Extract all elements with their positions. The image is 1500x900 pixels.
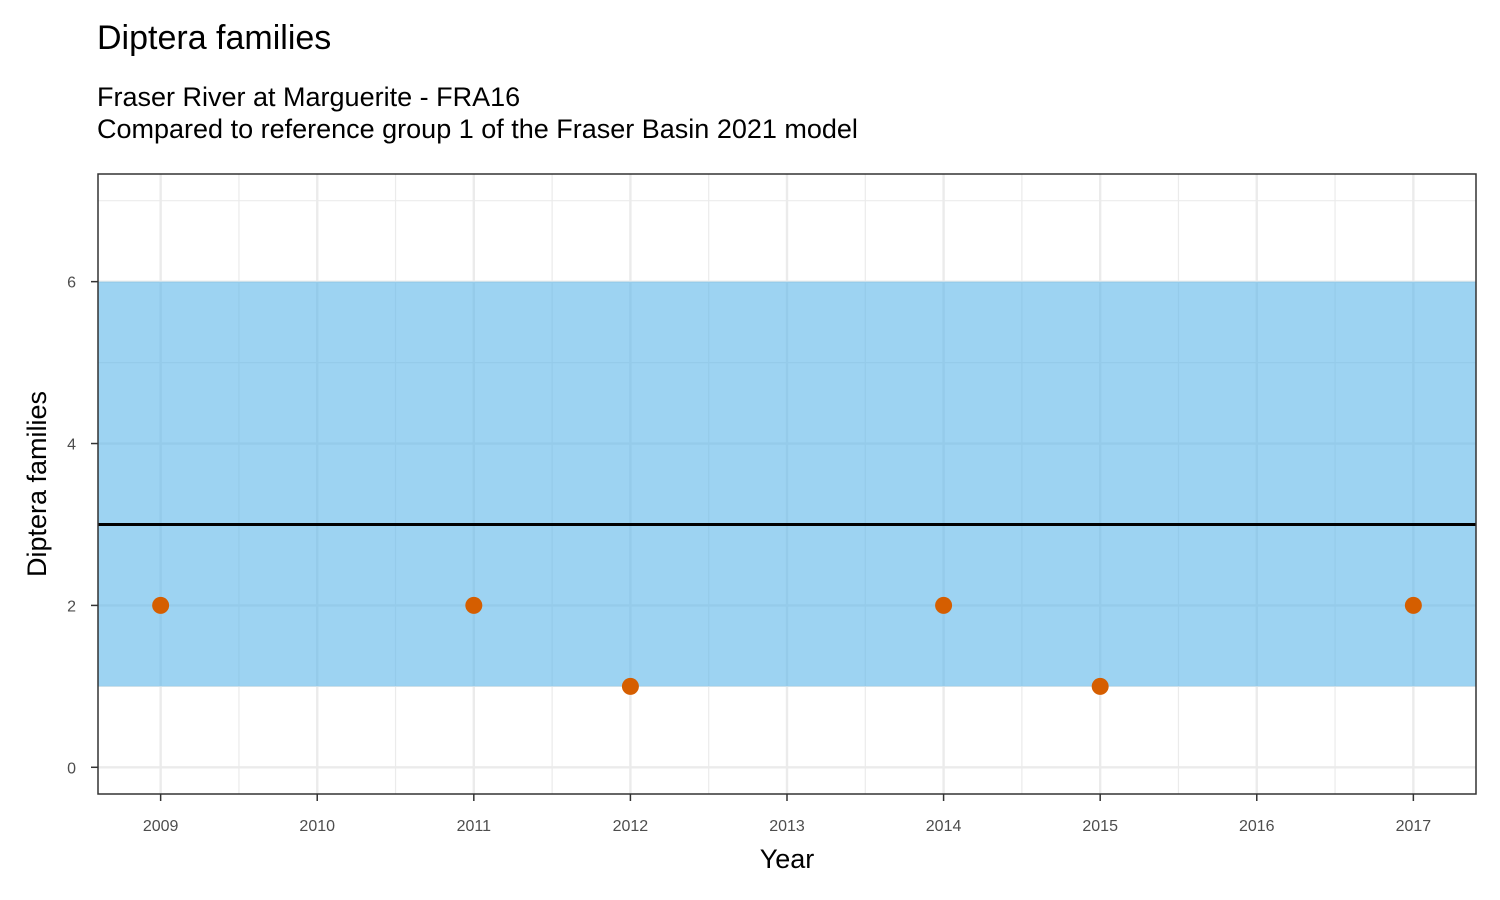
data-point xyxy=(935,596,953,614)
x-axis-title: Year xyxy=(760,844,815,874)
x-tick-label: 2014 xyxy=(926,818,962,835)
y-tick-label: 4 xyxy=(67,437,76,454)
y-axis-title: Diptera families xyxy=(22,391,52,577)
x-tick-label: 2009 xyxy=(143,818,179,835)
y-tick-label: 0 xyxy=(67,760,76,777)
reference-band xyxy=(98,281,1476,687)
data-point xyxy=(152,596,170,614)
chart-subtitle: Fraser River at Marguerite - FRA16 Compa… xyxy=(97,81,858,145)
x-tick-label: 2010 xyxy=(299,818,335,835)
data-points xyxy=(152,596,1422,695)
x-tick-label: 2013 xyxy=(769,818,805,835)
data-point xyxy=(621,677,639,695)
data-point xyxy=(1404,596,1422,614)
y-tick-label: 6 xyxy=(67,275,76,292)
x-tick-label: 2011 xyxy=(457,818,492,835)
reference-band-layer xyxy=(98,281,1476,687)
data-point xyxy=(465,596,483,614)
x-tick-label: 2015 xyxy=(1082,818,1118,835)
subtitle-line-2: Compared to reference group 1 of the Fra… xyxy=(97,114,858,144)
x-tick-label: 2012 xyxy=(613,818,649,835)
y-axis-ticks: 0 2 4 6 xyxy=(67,275,98,777)
x-tick-label: 2016 xyxy=(1239,818,1275,835)
y-tick-label: 2 xyxy=(67,598,76,615)
subtitle-line-1: Fraser River at Marguerite - FRA16 xyxy=(97,82,521,112)
x-tick-label: 2017 xyxy=(1396,818,1432,835)
x-axis-ticks: 2009 2010 2011 2012 2013 2014 2015 2016 2017 xyxy=(143,794,1431,835)
data-point xyxy=(1091,677,1109,695)
chart-title: Diptera families xyxy=(97,19,332,57)
